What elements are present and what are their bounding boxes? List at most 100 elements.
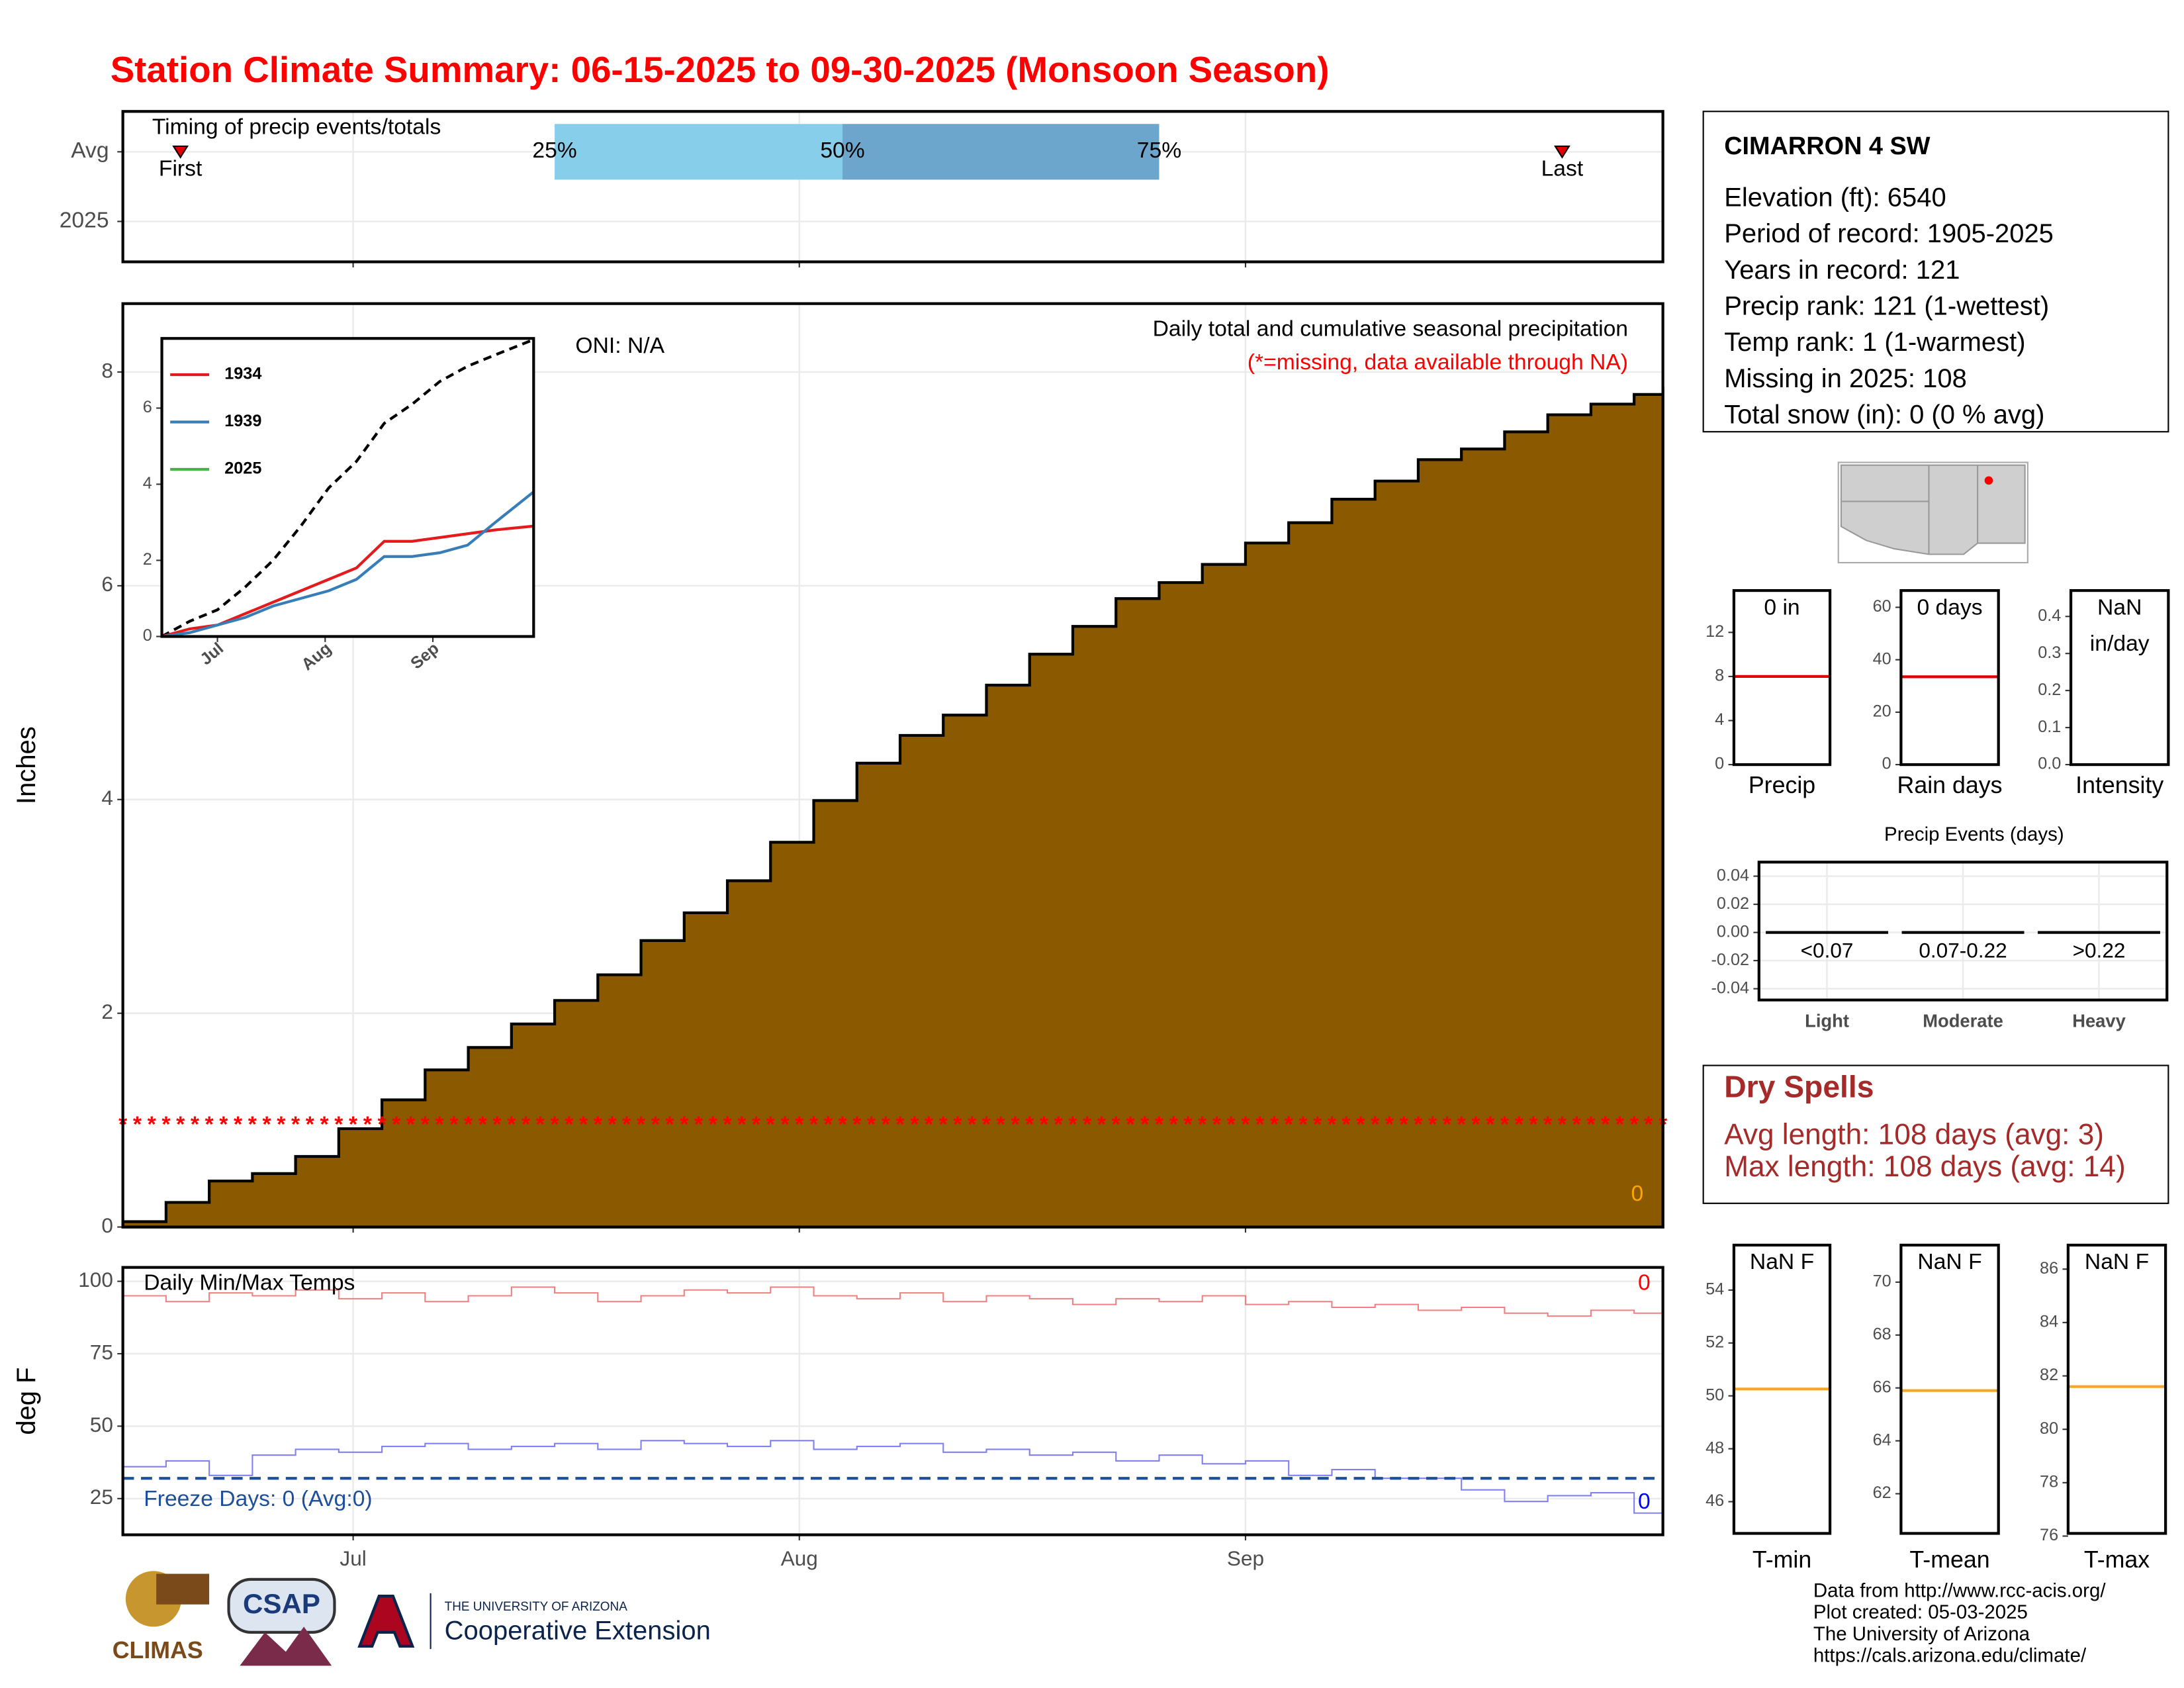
temp-line xyxy=(122,1286,1664,1317)
panel-frame xyxy=(2069,588,2170,767)
panel-frame xyxy=(121,1266,1664,1536)
bar xyxy=(1766,931,1889,934)
ua-icon xyxy=(357,1595,415,1648)
inset-background xyxy=(161,338,534,637)
x-axis-title: Precip xyxy=(1749,772,1815,798)
footer-line: https://cals.arizona.edu/climate/ xyxy=(1813,1644,2087,1666)
missing-marker: * xyxy=(1443,1112,1452,1137)
missing-marker: * xyxy=(1155,1112,1164,1137)
y-tick-label: 70 xyxy=(1873,1272,1891,1291)
missing-marker: * xyxy=(392,1112,401,1137)
missing-marker: * xyxy=(176,1112,185,1137)
y-tick-label: 64 xyxy=(1873,1430,1891,1449)
y-tick-label: 66 xyxy=(1873,1378,1891,1396)
y-tick-label: 60 xyxy=(1873,597,1891,616)
csap-icon xyxy=(227,1577,336,1634)
missing-marker: * xyxy=(1025,1112,1034,1137)
cumulative-area xyxy=(121,387,1664,1229)
y-tick-label: 6 xyxy=(101,572,113,596)
dry-spells-box xyxy=(1702,1064,2169,1204)
missing-marker: * xyxy=(1241,1112,1250,1137)
missing-marker: * xyxy=(795,1112,804,1137)
missing-marker: * xyxy=(1328,1112,1337,1137)
missing-marker: * xyxy=(1615,1112,1625,1137)
missing-marker: * xyxy=(161,1112,171,1137)
y-tick-label: 86 xyxy=(2040,1259,2058,1278)
missing-marker: * xyxy=(507,1112,516,1137)
missing-marker: * xyxy=(191,1112,200,1137)
missing-marker: * xyxy=(594,1112,603,1137)
missing-marker: * xyxy=(939,1112,948,1137)
missing-marker: * xyxy=(1515,1112,1524,1137)
missing-marker: * xyxy=(1112,1112,1121,1137)
bar xyxy=(1901,931,2025,934)
page-title: Station Climate Summary: 06-15-2025 to 0… xyxy=(111,49,1330,90)
y-tick-label: 20 xyxy=(1873,702,1891,721)
missing-marker: * xyxy=(248,1112,257,1137)
missing-marker: * xyxy=(1529,1112,1538,1137)
y-tick-label: 52 xyxy=(1706,1333,1724,1351)
station-line: Total snow (in): 0 (0 % avg) xyxy=(1724,400,2044,430)
missing-marker: * xyxy=(651,1112,660,1137)
footer-line: Plot created: 05-03-2025 xyxy=(1813,1601,2028,1623)
y-tick-label: 68 xyxy=(1873,1325,1891,1343)
missing-marker: * xyxy=(752,1112,761,1137)
legend-label: 1934 xyxy=(224,365,261,383)
y-tick-label: 62 xyxy=(1873,1483,1891,1502)
panel-frame xyxy=(1732,1243,1832,1535)
missing-marker: * xyxy=(219,1112,228,1137)
missing-marker: * xyxy=(1083,1112,1092,1137)
missing-marker: * xyxy=(536,1112,545,1137)
x-axis-title: T-max xyxy=(2084,1546,2150,1573)
missing-marker: * xyxy=(205,1112,214,1137)
y-tick-label: 80 xyxy=(2040,1419,2058,1438)
missing-marker: * xyxy=(838,1112,847,1137)
x-tick-label: Moderate xyxy=(1923,1011,2003,1031)
dry-spells-title: Dry Spells xyxy=(1724,1070,1874,1104)
station-line: Precip rank: 121 (1-wettest) xyxy=(1724,292,2049,321)
missing-marker: * xyxy=(1298,1112,1308,1137)
subtitle: Daily total and cumulative seasonal prec… xyxy=(1153,317,1628,342)
missing-marker: * xyxy=(1169,1112,1179,1137)
x-axis-title: T-mean xyxy=(1909,1546,1989,1573)
panel-frame xyxy=(1732,588,1832,767)
y-tick-label: 2 xyxy=(143,550,152,569)
panel-frame xyxy=(1757,861,2169,1002)
y-tick-label: 8 xyxy=(1715,667,1724,685)
missing-marker: * xyxy=(378,1112,387,1137)
footer-line: The University of Arizona xyxy=(1813,1623,2030,1645)
y-tick-label: 84 xyxy=(2040,1313,2058,1331)
y-tick-label: 2025 xyxy=(60,208,109,232)
missing-marker: * xyxy=(1285,1112,1294,1137)
missing-marker: * xyxy=(968,1112,977,1137)
x-tick-label: Aug xyxy=(781,1546,818,1570)
missing-marker: * xyxy=(1356,1112,1365,1137)
logo-text: Cooperative Extension xyxy=(445,1616,711,1645)
legend-label: 2025 xyxy=(224,459,261,478)
stat-label: 0 in xyxy=(1764,595,1799,620)
y-tick-label: 0.1 xyxy=(2038,718,2061,736)
y-tick-label: 0.2 xyxy=(2038,680,2061,699)
station-line: Years in record: 121 xyxy=(1724,256,1960,285)
missing-marker: * xyxy=(809,1112,819,1137)
panel-frame xyxy=(1899,1243,2000,1535)
missing-marker: * xyxy=(1342,1112,1351,1137)
missing-marker: * xyxy=(824,1112,833,1137)
y-tick-label: 0.00 xyxy=(1717,922,1749,941)
missing-marker: * xyxy=(982,1112,991,1137)
missing-marker: * xyxy=(1068,1112,1077,1137)
panel-frame xyxy=(1899,588,2000,767)
y-tick-label: 0 xyxy=(101,1213,113,1237)
panel-label: Daily Min/Max Temps xyxy=(144,1271,355,1295)
missing-marker: * xyxy=(1371,1112,1380,1137)
missing-marker: * xyxy=(925,1112,934,1137)
missing-marker: * xyxy=(1198,1112,1207,1137)
y-tick-label: 4 xyxy=(101,786,113,810)
missing-marker: * xyxy=(148,1112,157,1137)
missing-marker: * xyxy=(1054,1112,1064,1137)
logo-text: THE UNIVERSITY OF ARIZONA xyxy=(445,1600,628,1614)
missing-marker: * xyxy=(1140,1112,1150,1137)
missing-marker: * xyxy=(1558,1112,1567,1137)
daily-total: 0 xyxy=(1631,1182,1643,1206)
